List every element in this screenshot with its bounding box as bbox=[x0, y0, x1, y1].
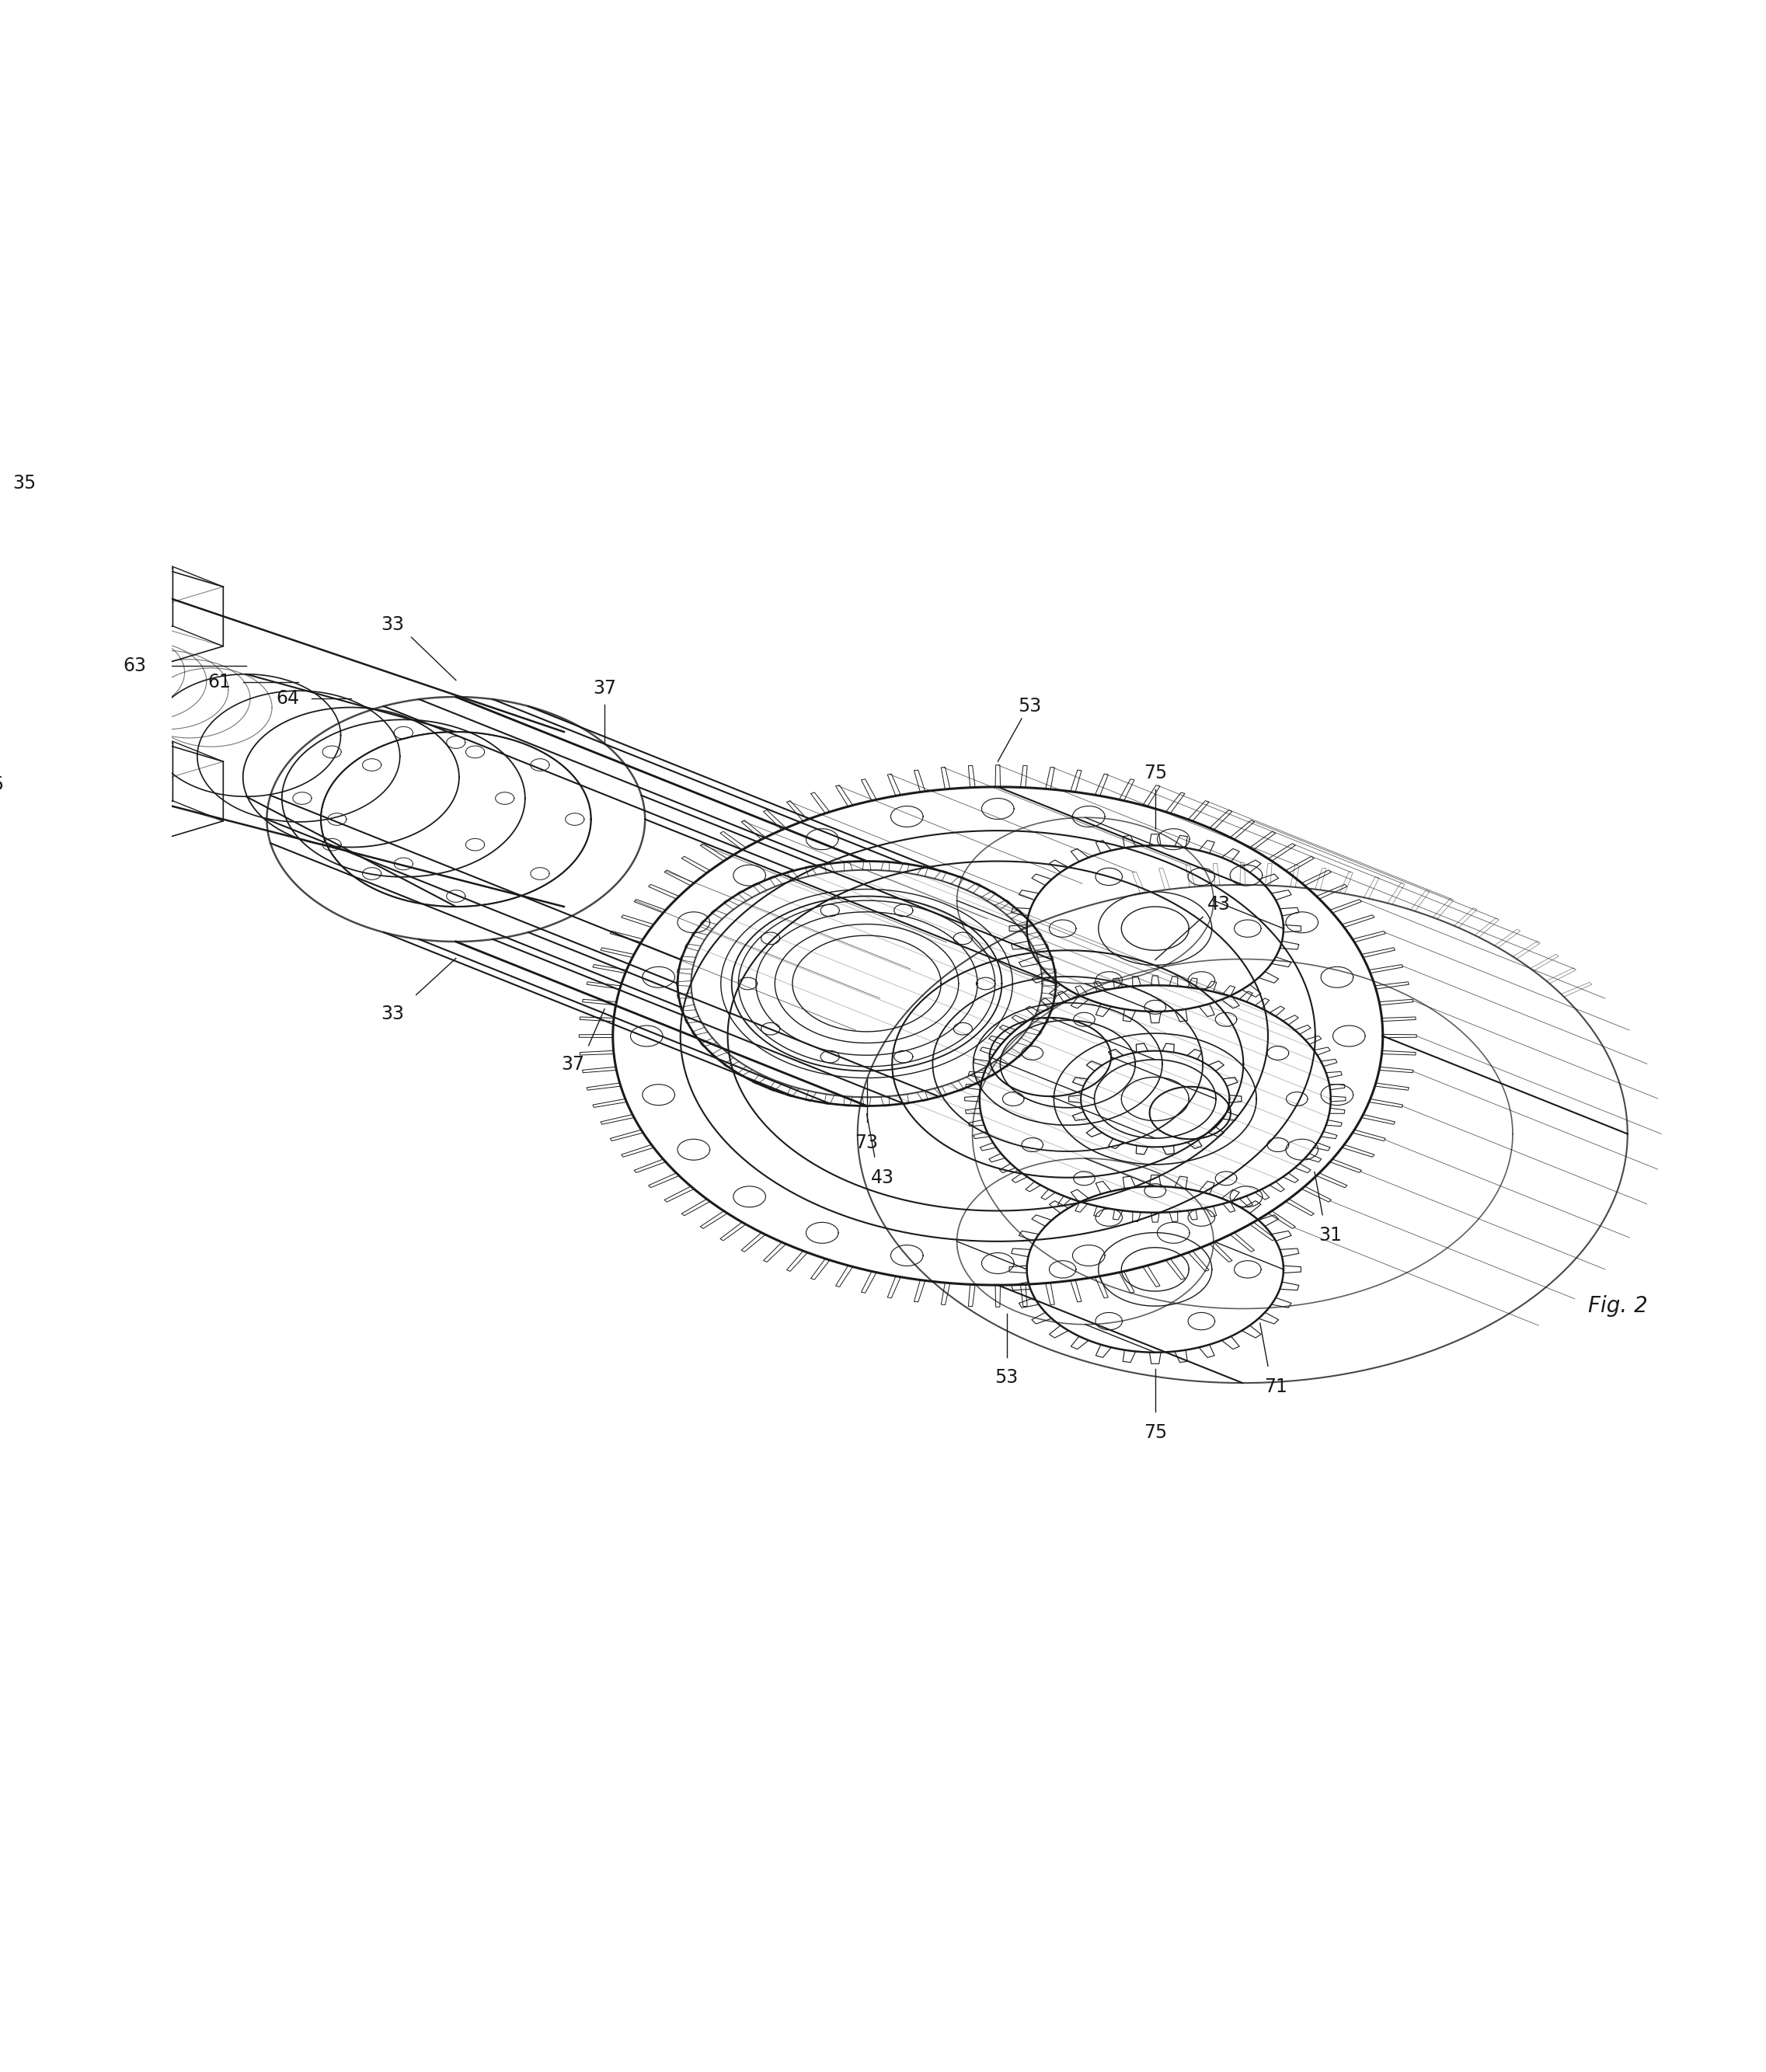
Text: 37: 37 bbox=[593, 680, 616, 698]
Text: 43: 43 bbox=[871, 1169, 894, 1187]
Text: 33: 33 bbox=[381, 615, 404, 634]
Text: 53: 53 bbox=[1017, 696, 1042, 715]
Text: 35: 35 bbox=[0, 775, 4, 794]
Text: 33: 33 bbox=[381, 1005, 404, 1024]
Text: 31: 31 bbox=[1319, 1227, 1342, 1245]
Text: 53: 53 bbox=[994, 1368, 1019, 1386]
Text: 75: 75 bbox=[1143, 765, 1167, 783]
Text: 75: 75 bbox=[1143, 1423, 1167, 1442]
Text: 61: 61 bbox=[208, 673, 231, 692]
Text: 37: 37 bbox=[562, 1055, 585, 1073]
Text: 63: 63 bbox=[124, 657, 147, 675]
Text: 73: 73 bbox=[855, 1133, 878, 1152]
Text: 35: 35 bbox=[12, 474, 35, 493]
Text: 71: 71 bbox=[1264, 1378, 1287, 1397]
Text: 64: 64 bbox=[275, 690, 298, 709]
Text: 43: 43 bbox=[1206, 895, 1231, 914]
Text: Fig. 2: Fig. 2 bbox=[1588, 1295, 1648, 1318]
